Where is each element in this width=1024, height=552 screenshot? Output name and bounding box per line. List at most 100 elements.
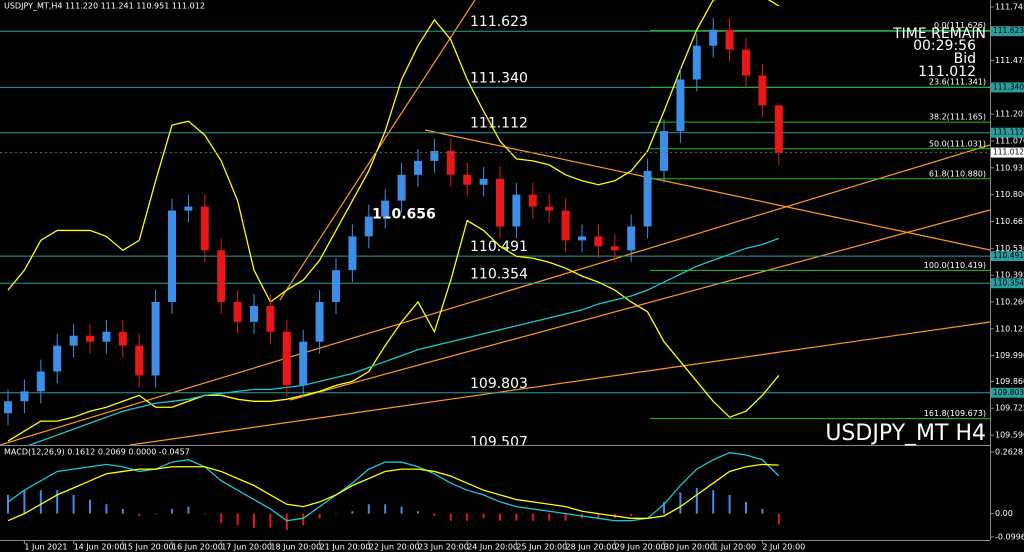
candle-body [496,178,504,227]
price-level-label: 109.803 [470,376,528,392]
macd-histogram-bar [56,490,59,514]
trend-line [0,144,990,445]
candle-body [36,371,45,392]
price-level-label: 110.491 [470,239,528,255]
candle-body [233,301,242,322]
y-tick-label: 110.530 [995,244,1024,253]
candle-body [151,301,160,376]
candle-body [758,75,767,106]
trend-line [129,321,990,445]
macd-histogram-bar [253,513,255,528]
macd-histogram-bar [236,513,239,526]
candle-body [512,194,521,227]
macd-histogram-bar [7,494,9,514]
macd-histogram-bar [417,511,419,514]
macd-histogram-bar [154,513,157,515]
current-price-box-label: 111.012 [993,148,1024,157]
price-level-box [991,278,1024,289]
candle-body [692,45,701,80]
bid-price: 111.012 [918,64,976,80]
macd-histogram-bar [515,513,518,521]
x-tick-label: 1 Jul 20:00 [713,543,756,552]
candle-body [250,305,258,322]
candle-body [4,401,12,414]
fib-level-label: 38.2(111.165) [929,113,986,122]
candle-body [200,206,209,251]
price-level-box [991,26,1024,37]
candle-body [282,331,291,386]
macd-histogram-bar [105,504,108,514]
y-tick-label: 110.935 [995,163,1024,172]
bid-label: Bid [954,51,976,67]
macd-y-tick-label: 0.00 [995,509,1013,518]
candle-body [168,210,176,302]
macd-y-tick-label: -0.0996 [995,532,1024,541]
macd-histogram-bar [89,499,91,514]
candle-body [610,246,619,251]
macd-histogram-bar [171,508,173,514]
candle-body [266,305,275,332]
candle-body [332,270,340,302]
time-remain: 00:29:56 [913,38,976,54]
candle-body [364,216,373,237]
candle-body [20,391,29,402]
candle-body [299,341,308,386]
candle-body [446,150,455,175]
macd-histogram-bar [663,501,665,514]
x-tick-label: 2 Jul 20:00 [762,543,805,552]
macd-histogram-bar [302,513,305,526]
macd-histogram-bar [531,513,534,521]
x-tick-label: 17 Jun 20:00 [221,543,272,552]
macd-histogram-bar [351,511,354,514]
x-tick-label: 24 Jun 20:00 [467,543,518,552]
x-tick-label: 25 Jun 20:00 [516,543,567,552]
current-price-box [991,147,1024,158]
y-tick-label: 110.395 [995,271,1024,280]
trend-line [424,129,990,251]
watermark: USDJPY_MT H4 [825,421,986,446]
x-tick-label: 30 Jun 20:00 [664,543,715,552]
price-level-label: 110.354 [470,266,528,282]
indicator-line [7,219,780,442]
price-level-label: 109.507 [470,435,528,451]
candle-body [463,174,472,185]
x-tick-label: 18 Jun 20:00 [270,543,321,552]
y-tick-label: 111.070 [995,137,1024,146]
indicator-line [27,237,780,445]
candle-body [69,335,78,346]
price-level-box-label: 111.112 [993,128,1024,137]
macd-histogram-bar [269,513,272,528]
trend-lines [0,0,990,445]
indicator-line [7,0,780,303]
macd-histogram-bar [72,494,75,514]
macd-histogram-bar [220,513,223,524]
candle-body [53,345,62,372]
macd-histogram-bar [597,513,600,519]
price-level-box [991,387,1024,398]
candle-body [414,160,422,175]
macd-label: MACD(12,26,9) 0.1612 0.2069 0.0000 -0.04… [4,448,190,457]
x-tick-label: 1 Jun 2021 [24,543,67,552]
symbol-header: USDJPY_MT,H4 111.220 111.241 110.951 111… [4,2,205,11]
candle-body [397,174,406,201]
price-level-box-label: 110.491 [993,251,1024,260]
macd-histogram-bar [138,513,141,516]
candle-body [381,200,390,217]
macd-histogram-bar [400,506,403,514]
candle-body [594,236,603,247]
x-tick-label: 15 Jun 20:00 [123,543,174,552]
y-tick-label: 110.260 [995,297,1024,306]
fib-level-label: 23.6(111.341) [929,78,986,87]
macd-line [7,463,779,522]
candle-body [578,236,586,241]
macd-histogram-bar [335,513,337,515]
fib-level-label: 61.8(110.880) [929,169,986,178]
candle-body [660,131,668,171]
price-level-box-label: 111.340 [993,82,1024,91]
y-tick-label: 111.205 [995,110,1024,119]
macd-histogram-bar [23,490,26,514]
y-tick-label: 109.990 [995,351,1024,360]
macd-histogram-bar [482,513,485,519]
y-tick-label: 111.745 [995,2,1024,11]
